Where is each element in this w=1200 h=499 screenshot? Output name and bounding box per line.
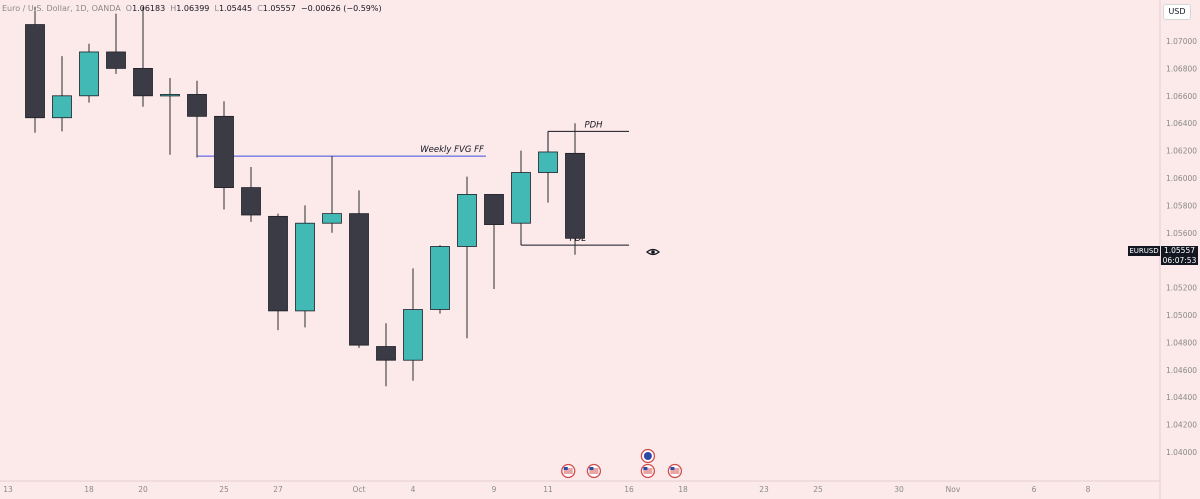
legend-open: 1.06183 [132, 4, 166, 13]
price-tick-label: 1.06400 [1166, 119, 1197, 128]
time-tick-label: 18 [678, 485, 688, 494]
price-tick-label: 1.04600 [1166, 366, 1197, 375]
level-lines: Weekly FVG FF PDH PDL [197, 120, 629, 246]
price-tick-label: 1.05600 [1166, 229, 1197, 238]
time-tick-label: 8 [1086, 485, 1091, 494]
event-globe-icon[interactable] [640, 448, 656, 464]
currency-button[interactable]: USD [1163, 4, 1191, 20]
candle-body [484, 194, 504, 225]
symbol-legend: Euro / U.S. Dollar, 1D, OANDA O1.06183 H… [2, 4, 382, 13]
last-price: 1.05557 [1163, 246, 1195, 255]
candle-body [457, 194, 477, 247]
candle-body [133, 68, 153, 97]
price-tick-label: 1.07000 [1166, 37, 1197, 46]
level-label: PDL [570, 234, 587, 244]
bar-countdown: 06:07:53 [1162, 255, 1197, 265]
symbol-price-tag: EURUSD [1128, 246, 1160, 256]
candle-body [376, 346, 396, 361]
candle-body [403, 309, 423, 361]
last-price-tag: 1.05557 06:07:53 [1161, 246, 1198, 265]
us-flag-icon[interactable] [640, 463, 656, 479]
candle-body [241, 187, 261, 216]
price-tick-label: 1.04000 [1166, 448, 1197, 457]
price-tick-label: 1.06600 [1166, 92, 1197, 101]
candle-body [322, 213, 342, 224]
price-tick-label: 1.04800 [1166, 338, 1197, 347]
time-tick-label: Nov [946, 485, 961, 494]
candle-body [565, 152, 585, 239]
candle-body [511, 172, 531, 224]
time-tick-label: 9 [492, 485, 497, 494]
candle-body [430, 246, 450, 310]
time-tick-label: 23 [759, 485, 769, 494]
time-tick-label: 27 [273, 485, 283, 494]
time-tick-label: Oct [353, 485, 366, 494]
time-tick-label: 16 [624, 485, 634, 494]
price-tick-label: 1.04200 [1166, 421, 1197, 430]
candle-body [79, 51, 99, 97]
candle-body [52, 95, 72, 119]
legend-high: 1.06399 [176, 4, 210, 13]
event-markers [561, 248, 683, 479]
time-tick-label: 6 [1032, 485, 1037, 494]
time-tick-label: 25 [219, 485, 229, 494]
level-label: PDH [584, 120, 603, 130]
chart-grid [0, 0, 1161, 499]
candle-body [187, 94, 207, 117]
legend-close-label: C [257, 4, 263, 13]
time-tick-label: 20 [138, 485, 148, 494]
legend-low-label: L [214, 4, 219, 13]
legend-high-label: H [170, 4, 177, 13]
price-tick-label: 1.06000 [1166, 174, 1197, 183]
legend-low: 1.05445 [218, 4, 253, 13]
legend-close: 1.05557 [262, 4, 296, 13]
time-axis: 13 18 20 25 27 Oct 4 9 11 16 18 23 25 30 Nov 6 8 [3, 485, 1090, 494]
candle-body [25, 24, 45, 119]
time-tick-label: 13 [3, 485, 13, 494]
price-tick-label: 1.06800 [1166, 64, 1197, 73]
time-tick-label: 30 [894, 485, 904, 494]
us-flag-icon[interactable] [561, 463, 576, 479]
price-tick-label: 1.05800 [1166, 201, 1197, 210]
candle-body [295, 222, 315, 312]
candle-body [214, 115, 234, 188]
eye-icon[interactable] [645, 248, 661, 256]
candle-body [160, 94, 180, 97]
time-tick-label: 11 [543, 485, 553, 494]
candle-body [106, 51, 126, 69]
candle-body [538, 151, 558, 173]
legend-change: −0.00626 (−0.59%) [300, 4, 382, 13]
candle-body [349, 213, 369, 346]
us-flag-icon[interactable] [586, 463, 602, 479]
us-flag-icon[interactable] [667, 463, 683, 479]
legend-title: Euro / U.S. Dollar, 1D, OANDA [2, 4, 121, 13]
price-tick-label: 1.06200 [1166, 147, 1197, 156]
time-tick-label: 25 [813, 485, 823, 494]
price-tick-label: 1.05200 [1166, 284, 1197, 293]
time-tick-label: 4 [411, 485, 416, 494]
candlestick-series [25, 6, 585, 387]
candle-body [268, 215, 288, 312]
price-tick-label: 1.04400 [1166, 393, 1197, 402]
level-label: Weekly FVG FF [420, 145, 484, 155]
price-tick-label: 1.05000 [1166, 311, 1197, 320]
legend-open-label: O [125, 4, 133, 13]
time-tick-label: 18 [84, 485, 94, 494]
